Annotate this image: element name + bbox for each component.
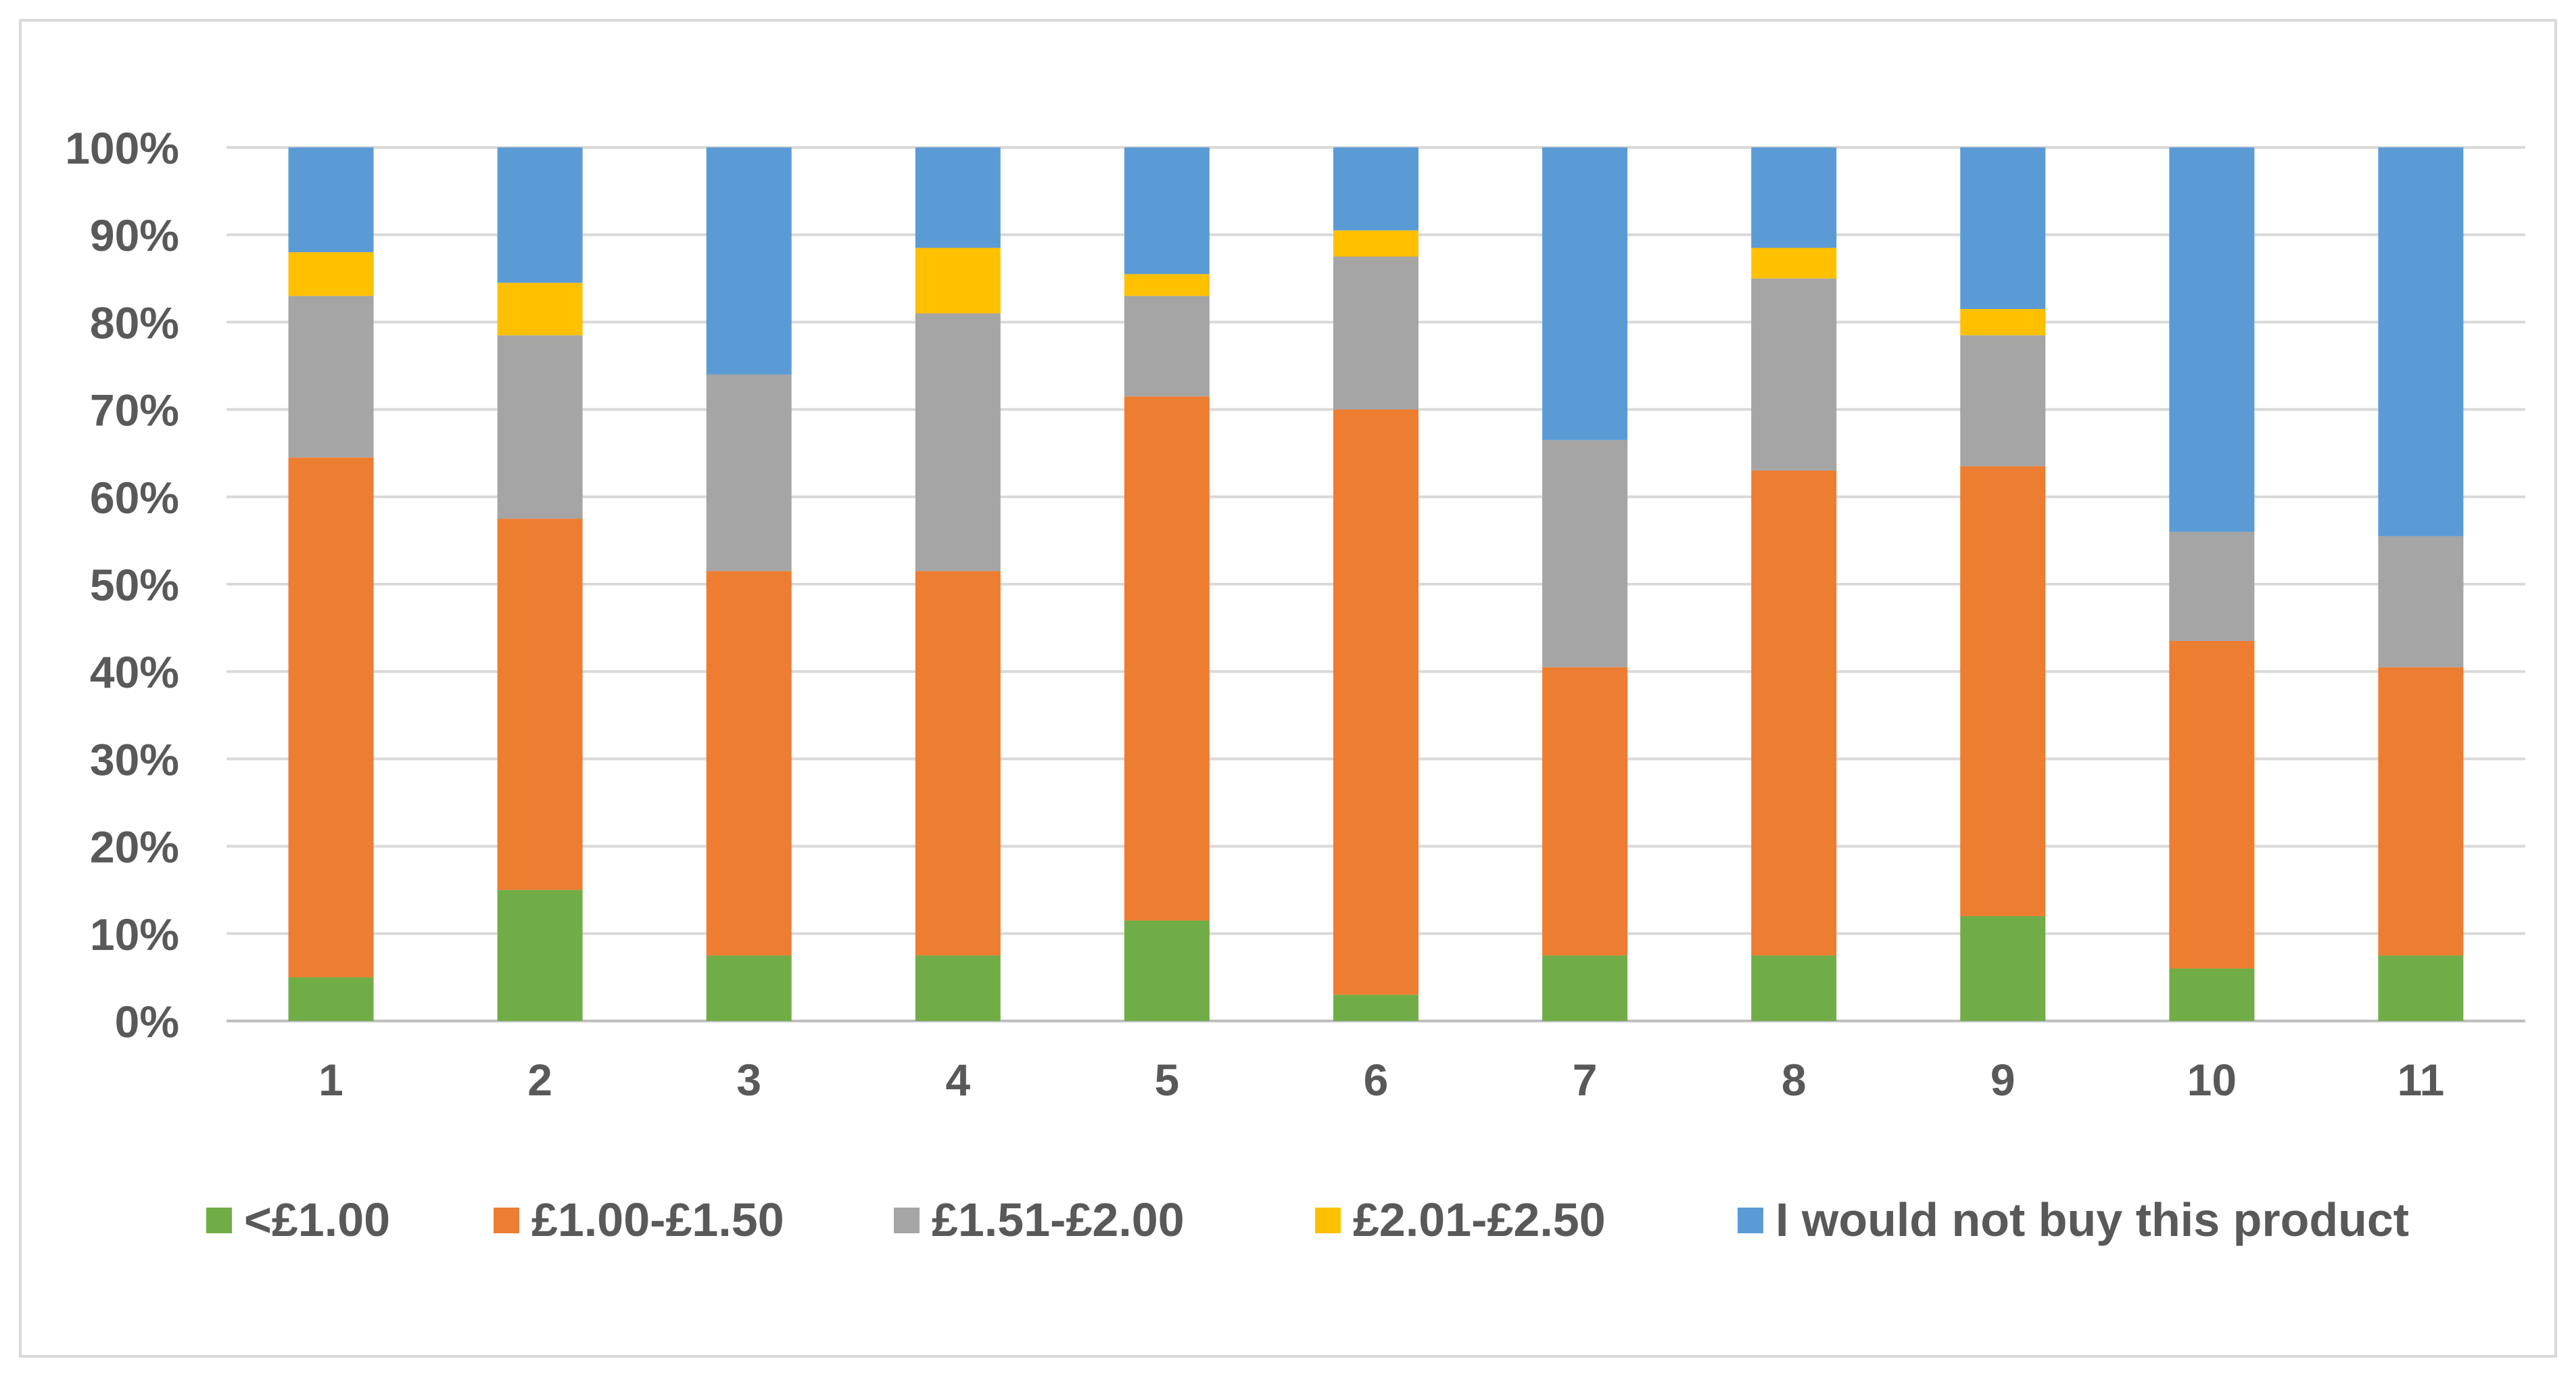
bar-segment <box>706 147 792 375</box>
bar-segment <box>497 890 583 1021</box>
bar-segment <box>288 252 374 296</box>
legend-label: I would not buy this product <box>1775 1193 2409 1246</box>
bar-segment <box>706 571 792 956</box>
x-tick-label: 6 <box>1364 1055 1389 1105</box>
bar-segment <box>1542 147 1628 440</box>
bar-segment <box>2169 968 2255 1021</box>
x-tick-label: 3 <box>736 1055 761 1105</box>
bar-segment <box>497 147 583 283</box>
y-tick-label: 0% <box>115 997 179 1047</box>
x-tick-label: 5 <box>1155 1055 1180 1105</box>
bar-segment <box>288 977 374 1021</box>
bar-segment <box>915 571 1001 956</box>
legend-swatch <box>206 1208 232 1233</box>
legend-swatch <box>1738 1208 1763 1233</box>
legend-swatch <box>894 1208 920 1233</box>
legend: <£1.00 £1.00-£1.50 £1.51-£2.00 £2.01-£2.50 I… <box>206 1193 2409 1246</box>
y-tick-label: 60% <box>90 473 179 523</box>
legend-label: £2.01-£2.50 <box>1353 1193 1606 1246</box>
bar-segment <box>1960 309 2046 335</box>
bar-segment <box>497 519 583 890</box>
x-tick-label: 7 <box>1573 1055 1598 1105</box>
y-tick-label: 20% <box>90 822 179 872</box>
chart-background <box>19 19 2557 1358</box>
bar-segment <box>1542 667 1628 956</box>
legend-swatch <box>1315 1208 1341 1233</box>
bar-segment <box>288 457 374 978</box>
bar-segment <box>2169 640 2255 969</box>
x-tick-label: 4 <box>945 1055 970 1105</box>
bar-segment <box>497 283 583 335</box>
bar-segment <box>497 335 583 519</box>
bar-segment <box>1124 396 1210 921</box>
bar-segment <box>1124 295 1210 397</box>
bar-segment <box>1960 147 2046 310</box>
bar-segment <box>1333 995 1418 1021</box>
x-tick-label: 10 <box>2187 1055 2237 1105</box>
bar-segment <box>2378 667 2464 956</box>
bar-segment <box>1751 278 1837 471</box>
bar-segment <box>915 147 1001 248</box>
y-tick-label: 90% <box>90 210 179 260</box>
bar-segment <box>706 955 792 1021</box>
bar-segment <box>1124 920 1210 1021</box>
bar-segment <box>915 247 1001 314</box>
y-tick-label: 30% <box>90 734 179 784</box>
x-tick-label: 1 <box>318 1055 343 1105</box>
bar-segment <box>1960 466 2046 916</box>
bar-segment <box>1333 147 1418 231</box>
y-tick-label: 10% <box>90 909 179 959</box>
legend-label: £1.00-£1.50 <box>531 1193 784 1246</box>
bar-segment <box>288 147 374 253</box>
bar-segment <box>2378 955 2464 1021</box>
bar-segment <box>915 955 1001 1021</box>
y-axis: 0% 10% 20% 30% 40% 50% 60% 70% 80% 90% 100% <box>65 123 179 1047</box>
x-tick-label: 9 <box>1990 1055 2016 1105</box>
bar-segment <box>1542 439 1628 667</box>
bar-segment <box>1751 247 1837 279</box>
bars <box>288 147 2464 1021</box>
x-axis: 1 2 3 4 5 6 7 8 9 10 11 <box>318 1055 2444 1105</box>
bar-segment <box>288 295 374 458</box>
bar-segment <box>1124 147 1210 275</box>
x-tick-label: 8 <box>1782 1055 1807 1105</box>
bar-segment <box>1751 147 1837 248</box>
y-tick-label: 80% <box>90 298 179 348</box>
legend-swatch <box>494 1208 519 1233</box>
bar-segment <box>1333 409 1418 995</box>
bar-segment <box>2378 536 2464 667</box>
bar-segment <box>1333 230 1418 257</box>
y-tick-label: 40% <box>90 647 179 697</box>
legend-label: £1.51-£2.00 <box>932 1193 1185 1246</box>
bar-segment <box>1751 955 1837 1021</box>
bar-segment <box>2169 531 2255 641</box>
bar-segment <box>2169 147 2255 532</box>
y-tick-label: 100% <box>65 123 179 173</box>
bar-segment <box>1542 955 1628 1021</box>
bar-segment <box>1751 471 1837 956</box>
legend-label: <£1.00 <box>244 1193 390 1246</box>
x-tick-label: 11 <box>2398 1055 2445 1105</box>
bar-segment <box>1960 915 2046 1021</box>
bar-segment <box>706 374 792 571</box>
bar-segment <box>1124 274 1210 296</box>
bar-segment <box>915 313 1001 571</box>
x-tick-label: 2 <box>527 1055 552 1105</box>
bar-segment <box>1333 256 1418 410</box>
bar-segment <box>1960 335 2046 467</box>
bar-segment <box>2378 147 2464 536</box>
y-tick-label: 50% <box>90 560 179 610</box>
y-tick-label: 70% <box>90 385 179 435</box>
